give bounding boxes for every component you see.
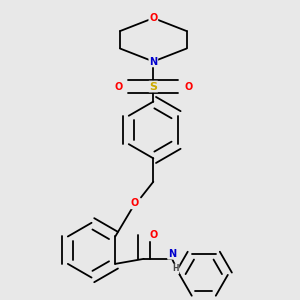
Text: O: O [150, 230, 158, 241]
Text: N: N [149, 56, 158, 67]
Text: H: H [172, 264, 178, 273]
Text: O: O [149, 13, 158, 23]
Text: N: N [168, 249, 176, 259]
Text: S: S [149, 82, 157, 92]
Text: O: O [184, 82, 193, 92]
Text: O: O [131, 198, 139, 208]
Text: O: O [114, 82, 122, 92]
